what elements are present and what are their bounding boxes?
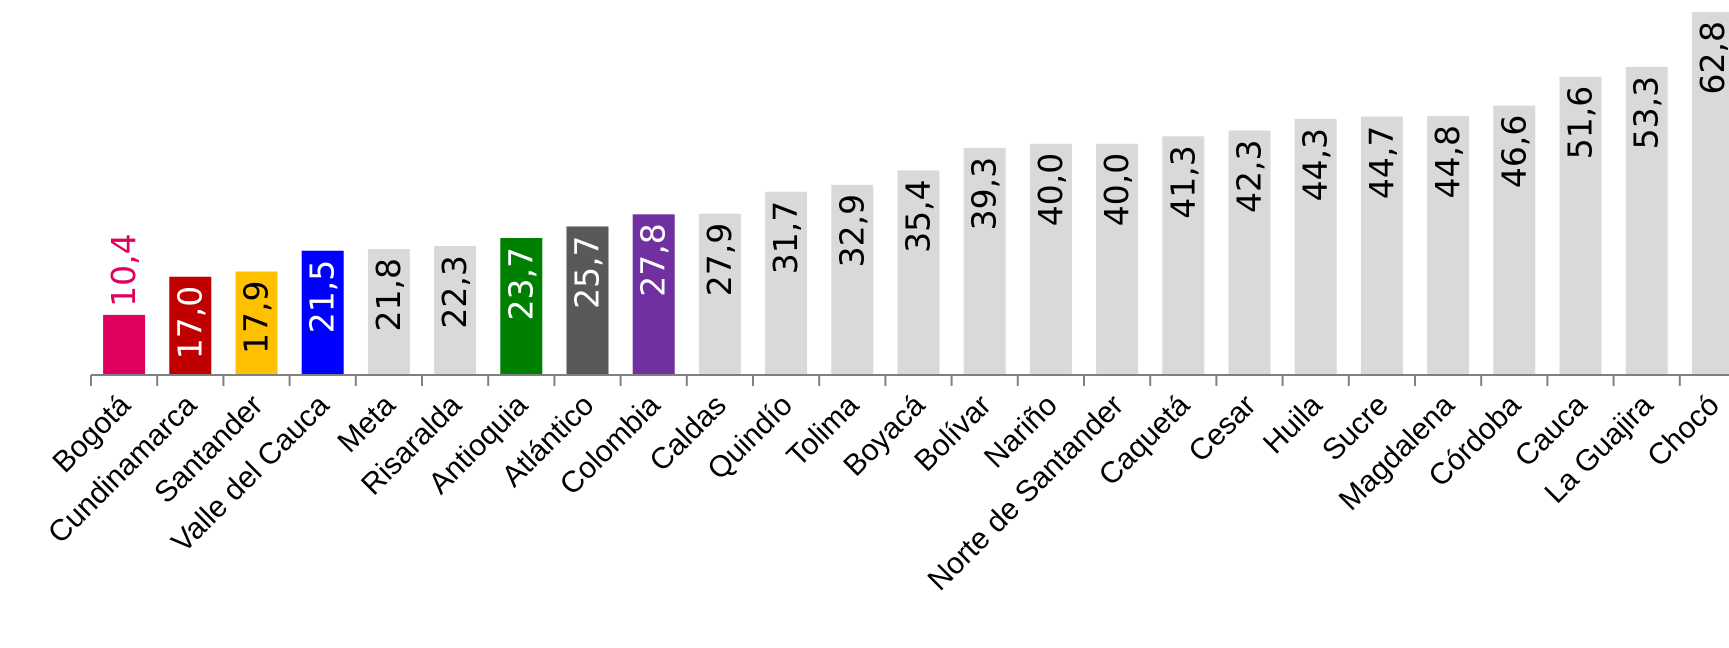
value-label: 46,6 (1494, 115, 1533, 188)
value-label: 27,9 (700, 223, 739, 296)
value-label: 40,0 (1031, 153, 1070, 226)
value-label: 62,8 (1693, 21, 1729, 94)
bar-cesar (1228, 130, 1271, 375)
value-label: 35,4 (899, 179, 938, 252)
bar-bolívar (963, 147, 1006, 375)
bar-sucre (1360, 116, 1403, 375)
value-label: 51,6 (1561, 86, 1600, 159)
bar-norte-de-santander (1096, 143, 1139, 375)
value-label: 21,5 (303, 260, 342, 333)
bar-cundinamarca (169, 276, 212, 375)
bar-colombia (632, 214, 675, 375)
bar-boyacá (897, 170, 940, 375)
value-label: 22,3 (435, 255, 474, 328)
bar-huila (1294, 118, 1337, 375)
bar-antioquia (500, 238, 543, 375)
value-label: 17,0 (170, 286, 209, 359)
bar-bogotá (103, 314, 146, 375)
value-label: 17,9 (237, 281, 276, 354)
category-label: Cesar (1183, 389, 1263, 469)
value-labels-group: 10,4 17,0 17,9 21,5 21,8 22,3 23,7 25,7 27,8 27,9… (104, 21, 1729, 359)
bar-meta (367, 248, 410, 375)
value-label: 21,8 (369, 258, 408, 331)
bars-group (103, 12, 1729, 376)
value-label: 32,9 (832, 194, 871, 267)
bar-quindío (765, 191, 808, 375)
bar-atlántico (566, 226, 609, 375)
bar-cauca (1559, 76, 1602, 375)
bar-valle-del-cauca (301, 250, 344, 375)
value-label: 42,3 (1230, 139, 1269, 212)
bar-magdalena (1427, 116, 1470, 375)
value-label: 44,7 (1362, 126, 1401, 199)
bar-la-guajira (1625, 66, 1668, 376)
category-label: Bolívar (908, 389, 997, 478)
value-label: 39,3 (965, 157, 1004, 230)
bar-tolima (831, 184, 874, 375)
value-label: 41,3 (1163, 145, 1202, 218)
x-axis (90, 374, 1729, 386)
value-label: 40,0 (1097, 153, 1136, 226)
bar-caquetá (1162, 136, 1205, 375)
value-label: 31,7 (766, 201, 805, 274)
bar-córdoba (1493, 105, 1536, 375)
bar-caldas (698, 213, 741, 375)
value-label: 53,3 (1627, 76, 1666, 149)
bar-nariño (1029, 143, 1072, 375)
value-label: 25,7 (568, 235, 607, 308)
bar-santander (235, 271, 278, 375)
value-label: 27,8 (634, 223, 673, 296)
value-label: 44,3 (1296, 128, 1335, 201)
value-label: 44,8 (1428, 125, 1467, 198)
category-label: Huila (1257, 388, 1329, 460)
category-label: Chocó (1641, 389, 1726, 474)
value-label: 10,4 (104, 233, 143, 306)
bar-chocó (1691, 12, 1729, 375)
bar-risaralda (434, 246, 477, 375)
value-label: 23,7 (501, 247, 540, 320)
